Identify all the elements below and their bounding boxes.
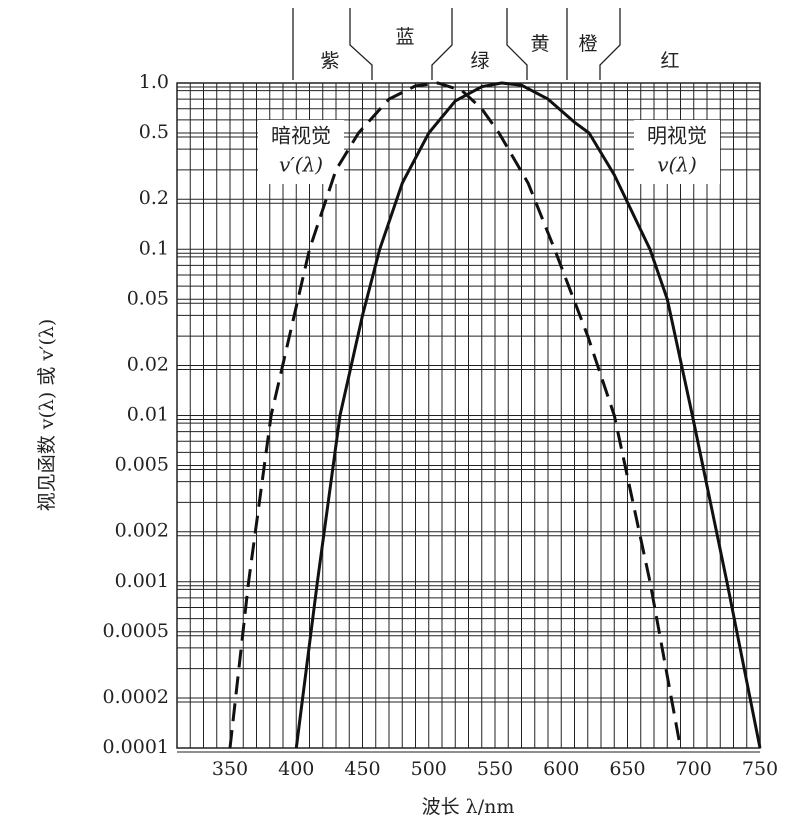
y-tick-label: 0.002	[115, 520, 169, 542]
x-axis-label: 波长 λ/nm	[422, 796, 515, 818]
annotation: v(λ)	[657, 153, 697, 177]
y-tick-label: 1.0	[139, 71, 169, 93]
series-line	[294, 81, 762, 749]
y-tick-label: 0.0005	[103, 620, 169, 642]
band-boundary	[599, 8, 621, 80]
band-label: 绿	[470, 50, 489, 72]
band-boundaries	[292, 8, 621, 80]
annotation: 暗视觉	[271, 124, 331, 148]
y-tick-label: 0.0002	[103, 686, 169, 708]
y-axis-label: 视见函数 v(λ) 或 v′(λ)	[36, 319, 58, 512]
x-tick-label: 600	[543, 758, 579, 780]
annotation: 明视觉	[647, 124, 707, 148]
band-label: 红	[660, 50, 679, 72]
y-tick-label: 0.2	[139, 187, 169, 209]
x-tick-label: 750	[742, 758, 778, 780]
y-tick-label: 0.02	[127, 353, 169, 375]
plot-frame	[176, 82, 761, 749]
x-tick-label: 650	[609, 758, 645, 780]
annotation-box	[634, 120, 720, 184]
series-line	[228, 81, 682, 749]
y-tick-label: 0.01	[127, 404, 169, 426]
x-tick-label: 500	[411, 758, 447, 780]
band-label: 黄	[530, 33, 549, 55]
annotation-box	[258, 120, 344, 184]
band-boundary	[349, 8, 373, 80]
band-boundary	[431, 8, 453, 80]
y-tick-label: 0.001	[115, 570, 169, 592]
band-label: 紫	[320, 50, 339, 72]
y-tick-label: 0.005	[115, 454, 169, 476]
y-tick-label: 0.05	[127, 287, 169, 309]
x-tick-label: 450	[344, 758, 380, 780]
band-label: 蓝	[395, 26, 414, 48]
x-tick-label: 550	[477, 758, 513, 780]
band-label: 橙	[578, 33, 597, 55]
x-tick-label: 700	[676, 758, 712, 780]
y-tick-label: 0.0001	[103, 736, 169, 758]
y-tick-label: 0.5	[139, 121, 169, 143]
x-tick-label: 400	[278, 758, 314, 780]
y-tick-label: 0.1	[139, 237, 169, 259]
band-boundary	[506, 8, 528, 80]
annotation: v′(λ)	[279, 153, 323, 177]
x-tick-label: 350	[212, 758, 248, 780]
